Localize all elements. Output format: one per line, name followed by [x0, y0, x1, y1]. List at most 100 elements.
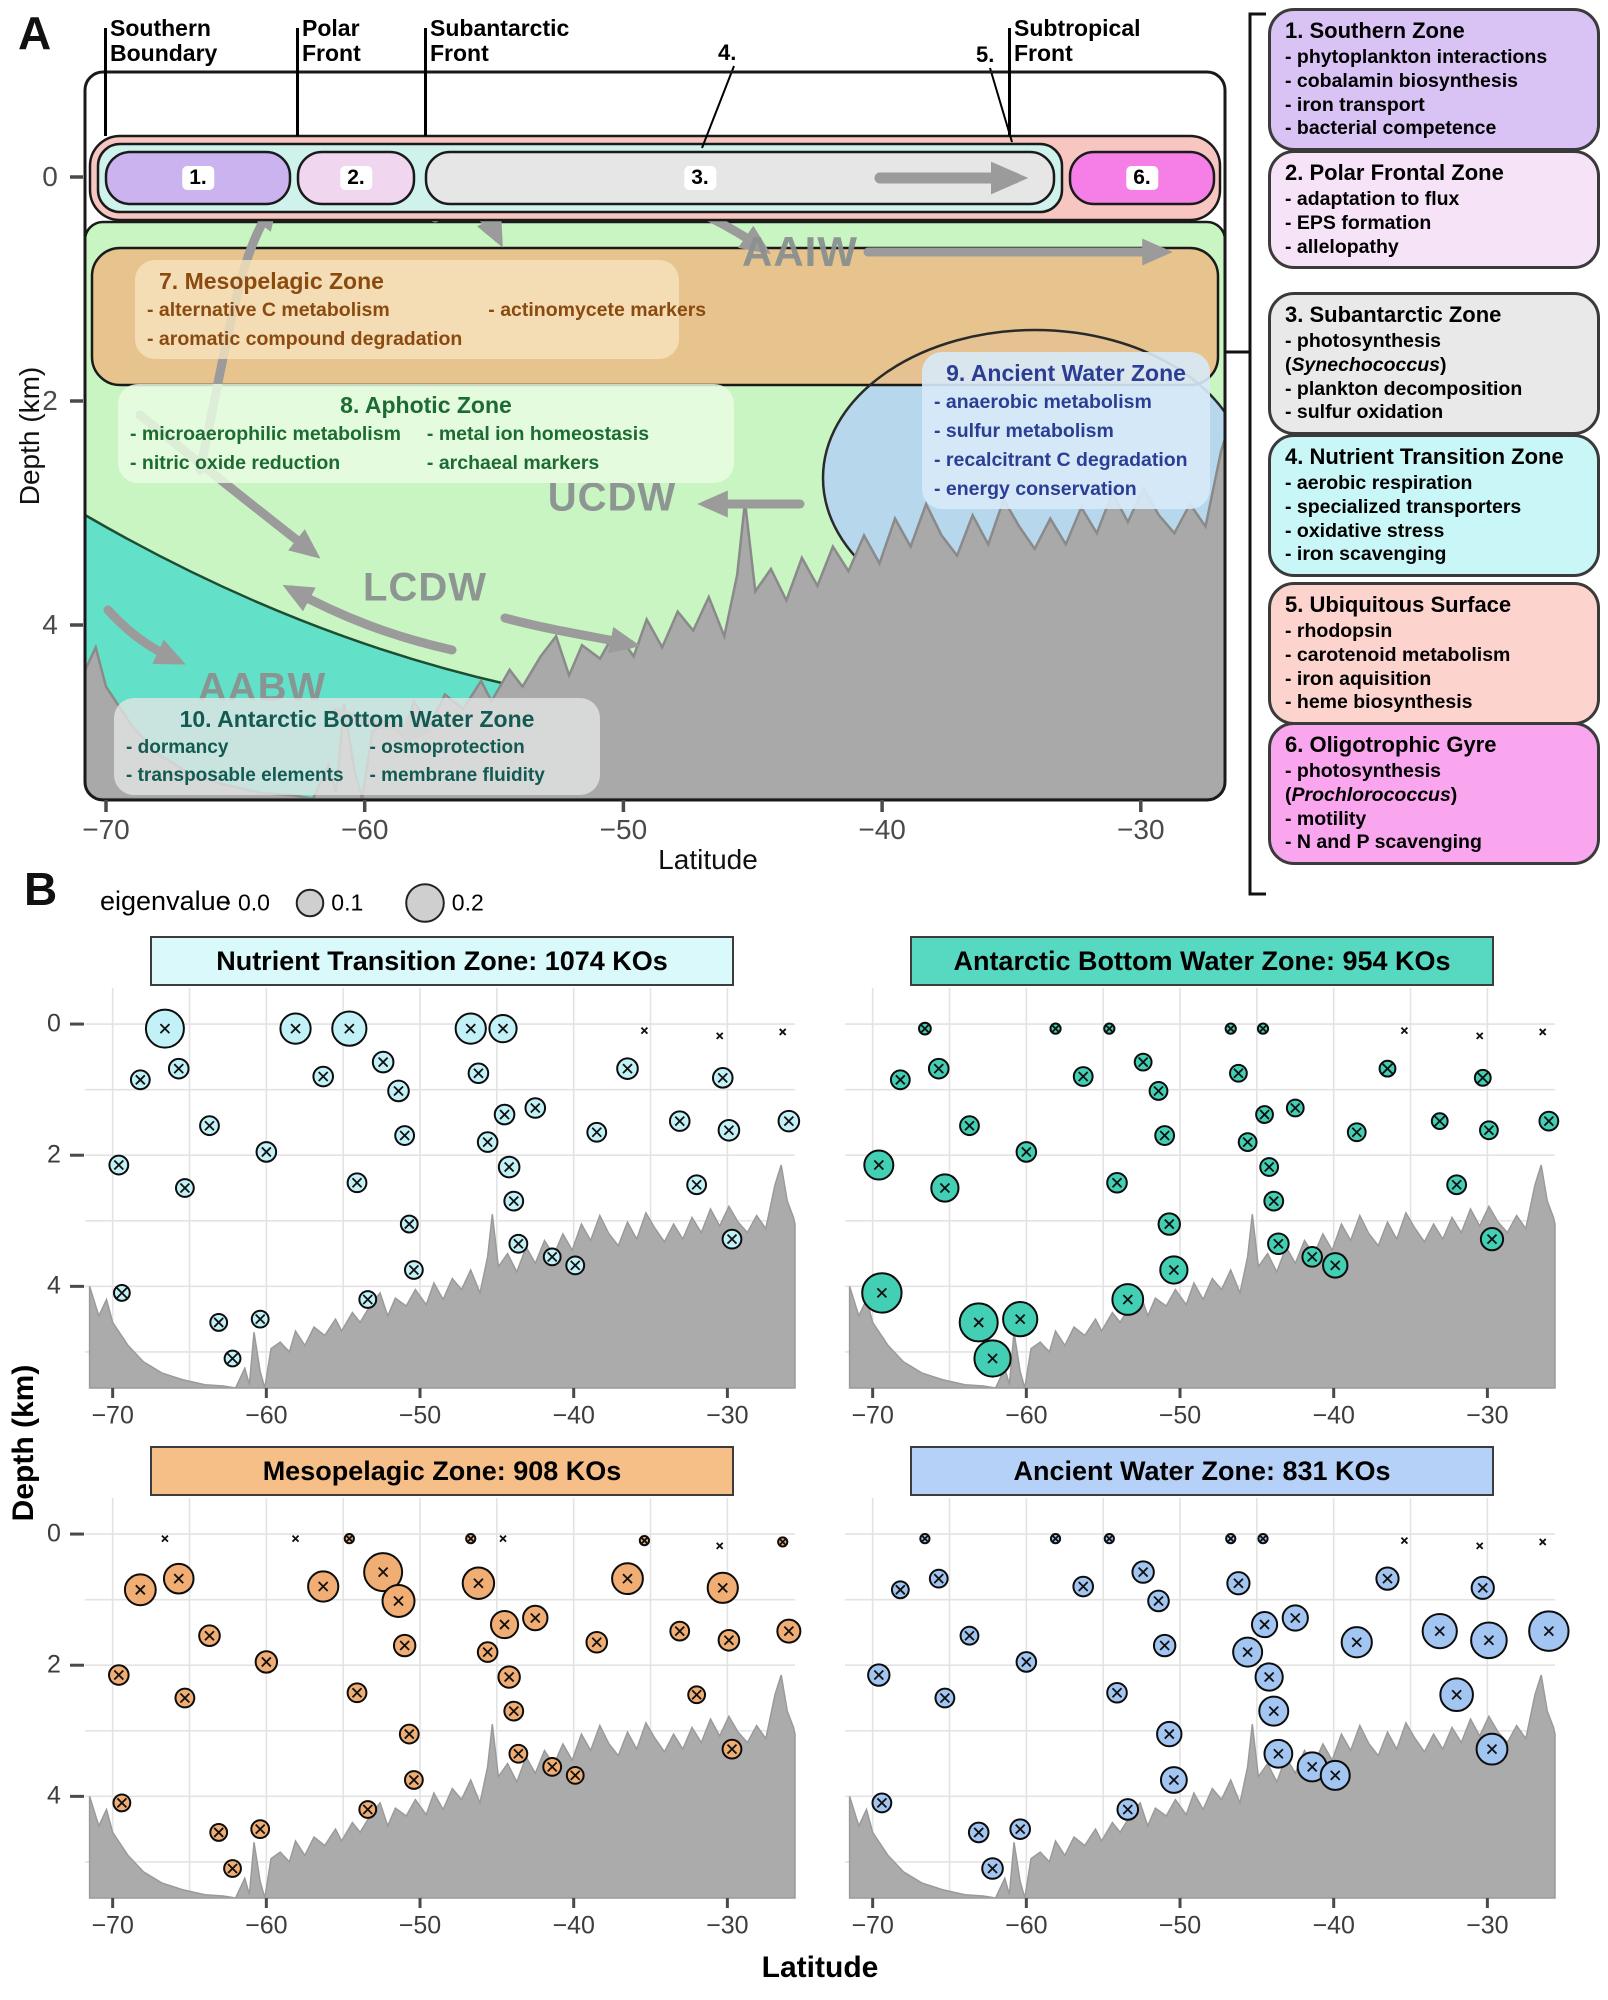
subplot-title-nutrient-transition: Nutrient Transition Zone: 1074 KOs	[150, 936, 734, 986]
station-x-marker	[404, 1218, 415, 1230]
station-x-marker	[933, 1063, 944, 1074]
station-x-marker	[716, 1032, 724, 1040]
sidebar-zone-box-2: 2. Polar Frontal Zone - adaptation to flu…	[1268, 150, 1600, 270]
station-x-marker	[113, 1669, 124, 1681]
station-x-marker	[404, 1728, 415, 1740]
station-x-marker	[318, 1581, 329, 1592]
panel-b-x-tick-label: −50	[1158, 1401, 1202, 1430]
station-x-marker	[1104, 1024, 1114, 1033]
panel-b-x-axis-title: Latitude	[761, 1951, 879, 1984]
station-x-marker	[318, 1071, 329, 1082]
panel-b-x-tick-label: −50	[398, 1911, 442, 1940]
panel-a-x-axis-title: Latitude	[658, 844, 758, 875]
station-x-marker	[1273, 1748, 1284, 1759]
station-x-marker	[261, 1146, 272, 1158]
panel-a-x-tick-label: −70	[82, 814, 130, 845]
station-x-marker	[1138, 1566, 1149, 1578]
station-x-marker	[179, 1182, 191, 1194]
zone-bullet-column: - osmoprotection - membrane fluidity	[370, 737, 545, 787]
station-x-marker	[640, 1026, 649, 1035]
zone-bullets-ancient-water: - anaerobic metabolism - sulfur metabolis…	[934, 391, 1198, 501]
sidebar-zone-title: 4. Nutrient Transition Zone	[1285, 444, 1564, 469]
front-line-subantarctic-front	[424, 28, 427, 136]
station-x-marker	[399, 1640, 410, 1651]
zone-bullet: - aromatic compound degradation	[147, 328, 463, 350]
sidebar-zone-box-1: 1. Southern Zone - phytoplankton interact…	[1268, 8, 1600, 152]
zone-bullet: - alternative C metabolism	[147, 299, 390, 321]
sidebar-zone-bullet: - cobalamin biosynthesis	[1285, 69, 1518, 92]
station-x-marker	[179, 1692, 191, 1704]
station-x-marker	[933, 1573, 944, 1584]
station-x-marker	[378, 1566, 389, 1578]
station-x-marker	[939, 1692, 951, 1704]
panel-b-x-tick-label: −60	[245, 1401, 288, 1430]
zone-bullet: - dormancy	[126, 737, 229, 758]
pointer-4-line	[701, 65, 735, 149]
station-x-marker	[508, 1195, 519, 1207]
front-line-polar-front	[296, 28, 299, 136]
pointer-5-label: 5.	[976, 42, 995, 67]
panel-b-x-tick-label: −60	[1005, 1911, 1048, 1940]
station-x-marker	[987, 1353, 998, 1364]
sidebar-zone-title: 6. Oligotrophic Gyre	[1285, 732, 1497, 757]
zone-bullet: - osmoprotection	[369, 737, 525, 758]
panel-b-x-tick-label: −70	[851, 1911, 894, 1940]
station-x-marker	[1122, 1804, 1133, 1815]
station-x-marker	[1290, 1612, 1301, 1624]
station-x-marker	[674, 1625, 685, 1637]
station-x-marker	[1153, 1595, 1164, 1607]
panel-b-label: B	[24, 863, 58, 915]
station-x-marker	[1159, 1130, 1170, 1141]
zone-bullet: - membrane fluidity	[369, 765, 545, 786]
flow-arrow	[500, 613, 641, 654]
sidebar-zone-bullet: - phytoplankton interactions	[1285, 46, 1548, 68]
panel-b-y-tick-label: 4	[47, 1781, 61, 1810]
sidebar-zone-bullet: - allelopathy	[1285, 235, 1399, 258]
zone-bullet: - microaerophilic metabolism	[130, 423, 401, 445]
sidebar-zone-box-5: 5. Ubiquitous Surface - rhodopsin - carote…	[1268, 582, 1600, 726]
station-x-marker	[504, 1161, 515, 1173]
station-x-marker	[255, 1314, 266, 1325]
panel-a-x-tick-label: −30	[1117, 814, 1165, 845]
station-x-marker	[1382, 1573, 1393, 1584]
panel-b-x-tick-label: −30	[706, 1401, 749, 1430]
zone-bullet-column: - anaerobic metabolism - sulfur metabolis…	[934, 391, 1188, 501]
station-x-marker	[1543, 1625, 1554, 1637]
station-x-marker	[622, 1063, 633, 1074]
zone-title-mesopelagic: 7. Mesopelagic Zone	[159, 268, 384, 294]
station-x-marker	[362, 1804, 373, 1815]
panel-b-y-axis-title: Depth (km)	[7, 1364, 40, 1522]
station-x-marker	[1111, 1177, 1123, 1188]
station-x-marker	[1259, 1109, 1270, 1120]
sidebar-zone-title: 1. Southern Zone	[1285, 18, 1465, 43]
zone-bullets-mesopelagic: - alternative C metabolism - aromatic com…	[147, 299, 706, 351]
panel-a-x-tick-label: −50	[599, 814, 648, 845]
sidebar-zone-bullet: - heme biosynthesis	[1285, 691, 1473, 714]
panel-a-x-tick-label: −60	[340, 814, 389, 845]
panel-a-y-tick-label: 4	[42, 609, 58, 640]
station-x-marker	[1476, 1542, 1484, 1550]
panel-b-y-tick-label: 2	[47, 1650, 61, 1679]
station-x-marker	[290, 1023, 301, 1034]
station-x-marker	[351, 1177, 363, 1188]
station-x-marker	[1451, 1689, 1462, 1700]
station-x-marker	[1290, 1102, 1301, 1114]
sidebar-zone-bullet: - aerobic respiration	[1285, 472, 1473, 494]
flow-arrow	[282, 584, 457, 655]
panel-b-y-tick-label: 2	[47, 1140, 61, 1169]
station-x-marker	[482, 1646, 493, 1658]
sidebar-zone-bullet: (Synechococcus)	[1285, 353, 1447, 376]
station-x-marker	[513, 1748, 524, 1759]
panel-b-x-tick-label: −30	[706, 1911, 749, 1940]
sidebar-zone-bullet: - adaptation to flux	[1285, 188, 1460, 210]
front-label-polar-front: Polar Front	[302, 15, 361, 66]
station-x-marker	[1242, 1136, 1253, 1148]
station-x-marker	[344, 1023, 355, 1034]
station-x-marker	[482, 1136, 493, 1148]
station-x-marker	[873, 1669, 884, 1681]
station-x-marker	[135, 1584, 146, 1595]
station-x-marker	[226, 1352, 239, 1365]
station-x-marker	[345, 1534, 354, 1543]
zone-title-aphotic: 8. Aphotic Zone	[340, 392, 512, 418]
